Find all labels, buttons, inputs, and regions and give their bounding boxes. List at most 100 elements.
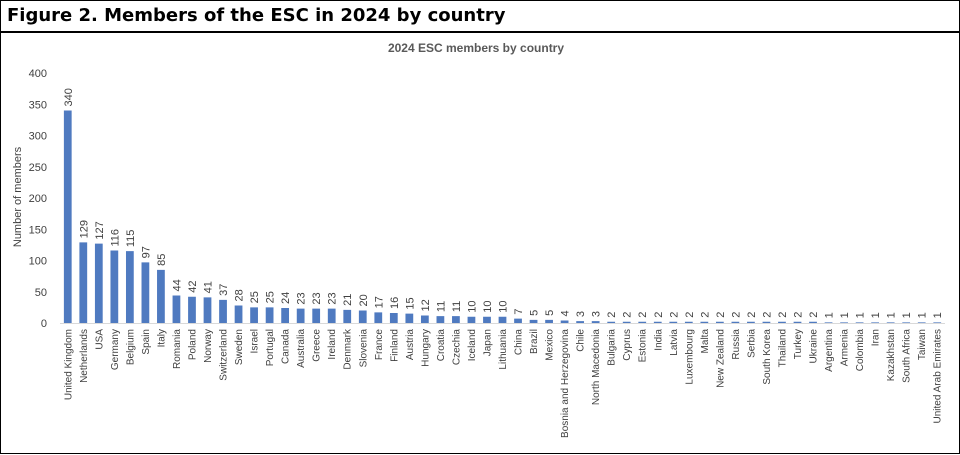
chart-title: 2024 ESC members by country — [388, 41, 564, 55]
bar — [545, 319, 553, 323]
bar — [125, 251, 134, 323]
bar — [514, 318, 522, 323]
bar — [327, 308, 336, 323]
bar — [638, 321, 647, 323]
bar — [436, 316, 445, 323]
category-label: South Korea — [762, 329, 773, 385]
data-label: 2 — [793, 312, 805, 318]
data-label: 129 — [78, 220, 90, 238]
data-label: 3 — [575, 311, 587, 317]
data-label: 340 — [63, 88, 75, 106]
y-tick-label: 400 — [29, 68, 47, 80]
category-label: Chile — [576, 329, 587, 352]
data-label: 2 — [730, 312, 742, 318]
category-label: Japan — [482, 329, 493, 356]
category-label: Taiwan — [917, 329, 928, 360]
category-label: Norway — [203, 329, 214, 363]
data-label: 25 — [249, 291, 261, 303]
bar — [452, 316, 460, 323]
y-tick-label: 100 — [29, 256, 47, 268]
category-label: Estonia — [638, 329, 649, 363]
data-label: 17 — [373, 296, 385, 308]
category-label: Cyprus — [622, 329, 633, 361]
category-label: Iceland — [467, 329, 478, 361]
category-label: Denmark — [343, 328, 354, 370]
data-label: 5 — [529, 310, 541, 316]
bar — [607, 321, 616, 323]
bar — [358, 310, 367, 323]
y-tick-label: 0 — [41, 318, 47, 330]
data-label: 10 — [466, 301, 478, 313]
category-label: Kazakhstan — [886, 329, 897, 381]
category-label: North Macedonia — [591, 329, 602, 406]
bar — [576, 321, 585, 323]
y-tick-label: 250 — [29, 162, 47, 174]
data-label: 1 — [886, 312, 898, 318]
category-label: Australia — [296, 329, 307, 368]
category-label: Belgium — [125, 329, 136, 365]
data-label: 1 — [855, 312, 867, 318]
bar — [312, 308, 321, 323]
bar — [933, 322, 942, 323]
y-tick-label: 200 — [29, 193, 47, 205]
data-label: 127 — [94, 221, 106, 239]
data-label: 4 — [560, 310, 572, 316]
category-label: Slovenia — [358, 329, 369, 368]
category-label: Portugal — [265, 329, 276, 366]
y-tick-label: 300 — [29, 131, 47, 143]
category-label: Lithuania — [498, 329, 509, 370]
category-label: Armenia — [840, 329, 851, 367]
bar — [219, 299, 227, 323]
bar — [809, 321, 817, 323]
data-label: 23 — [311, 292, 323, 304]
data-label: 116 — [109, 229, 121, 247]
category-label: USA — [94, 329, 105, 350]
category-label: South Africa — [902, 329, 913, 383]
category-label: Thailand — [777, 329, 788, 367]
data-label: 42 — [187, 281, 199, 293]
category-label: Germany — [110, 329, 121, 370]
category-label: New Zealand — [715, 329, 726, 388]
data-label: 2 — [668, 312, 680, 318]
bar — [669, 321, 678, 323]
data-label: 2 — [606, 312, 618, 318]
bar — [343, 309, 352, 323]
category-label: Israel — [250, 329, 261, 353]
bars — [63, 110, 942, 323]
data-label: 1 — [839, 312, 851, 318]
bar — [374, 312, 383, 323]
data-label: 11 — [451, 301, 463, 312]
data-label: 37 — [218, 284, 230, 296]
category-label: Colombia — [855, 329, 866, 372]
bar — [871, 322, 880, 323]
y-axis-label: Number of members — [12, 146, 24, 247]
data-label: 2 — [684, 312, 696, 318]
category-label: Malta — [700, 329, 711, 354]
data-label: 2 — [746, 312, 758, 318]
data-label: 85 — [156, 254, 168, 266]
data-label: 16 — [389, 297, 401, 309]
data-label: 115 — [125, 230, 137, 248]
category-label: Bulgaria — [607, 329, 618, 366]
category-label: Italy — [156, 329, 167, 347]
bar — [731, 321, 740, 323]
data-label: 10 — [482, 301, 494, 313]
bar — [234, 305, 243, 323]
bar — [622, 321, 631, 323]
category-label: Bosnia and Herzegovina — [560, 329, 571, 438]
bar — [110, 250, 119, 323]
bar — [762, 321, 771, 323]
bar — [778, 321, 786, 323]
category-label: France — [374, 329, 385, 361]
figure-header: Figure 2. Members of the ESC in 2024 by … — [0, 0, 960, 33]
y-tick-label: 150 — [29, 224, 47, 236]
bar — [79, 242, 88, 323]
category-label: Greece — [312, 329, 323, 362]
category-label: Iran — [871, 329, 882, 346]
category-label: Poland — [187, 329, 198, 360]
category-label: Netherlands — [79, 329, 90, 383]
bar — [467, 316, 476, 323]
y-tick-label: 50 — [35, 287, 47, 299]
